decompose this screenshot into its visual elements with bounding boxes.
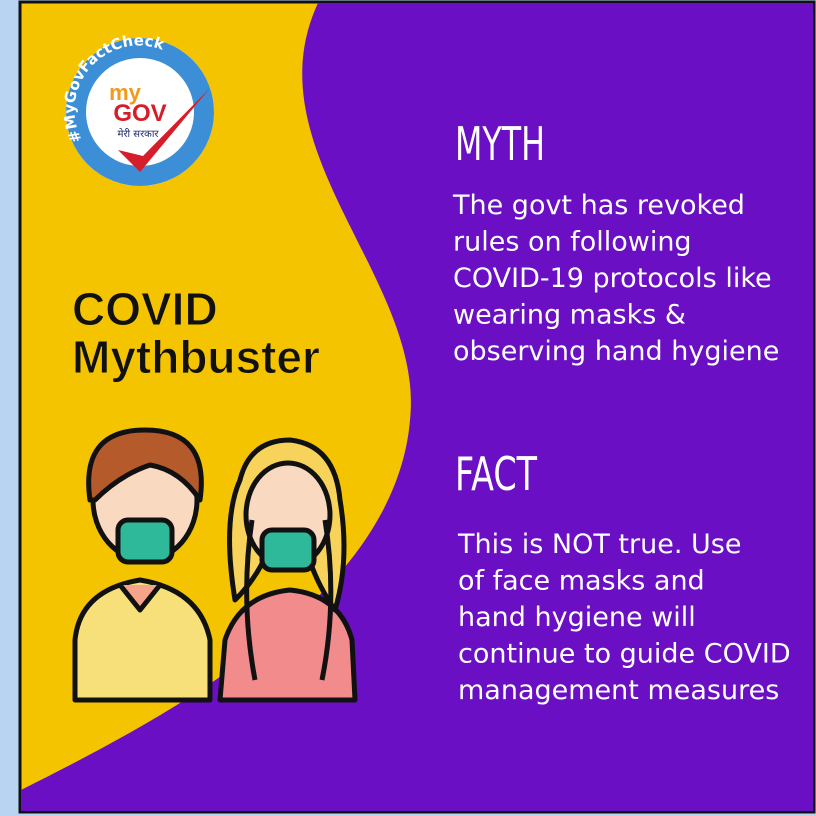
myth-line: wearing masks & xyxy=(453,300,686,331)
myth-heading: MYTH xyxy=(455,117,545,171)
myth-line: The govt has revoked xyxy=(452,190,745,221)
myth-line: COVID-19 protocols like xyxy=(453,263,772,294)
myth-line: rules on following xyxy=(453,227,692,258)
infographic: #MyGovFactCheck my GOV मेरी सरकार COVID … xyxy=(0,0,816,816)
logo-gov: GOV xyxy=(113,100,166,127)
logo-tagline: मेरी सरकार xyxy=(117,128,159,140)
title-line: COVID xyxy=(72,283,218,335)
fact-heading: FACT xyxy=(455,447,538,501)
myth-line: observing hand hygiene xyxy=(453,336,779,367)
title-line: Mythbuster xyxy=(72,331,320,383)
fact-line: continue to guide COVID xyxy=(458,639,791,670)
myth-text: The govt has revoked rules on following CO… xyxy=(452,190,779,367)
fact-line: hand hygiene will xyxy=(458,602,696,633)
fact-line: This is NOT true. Use xyxy=(457,529,741,560)
fact-line: management measures xyxy=(458,675,779,706)
fact-line: of face masks and xyxy=(458,566,705,597)
